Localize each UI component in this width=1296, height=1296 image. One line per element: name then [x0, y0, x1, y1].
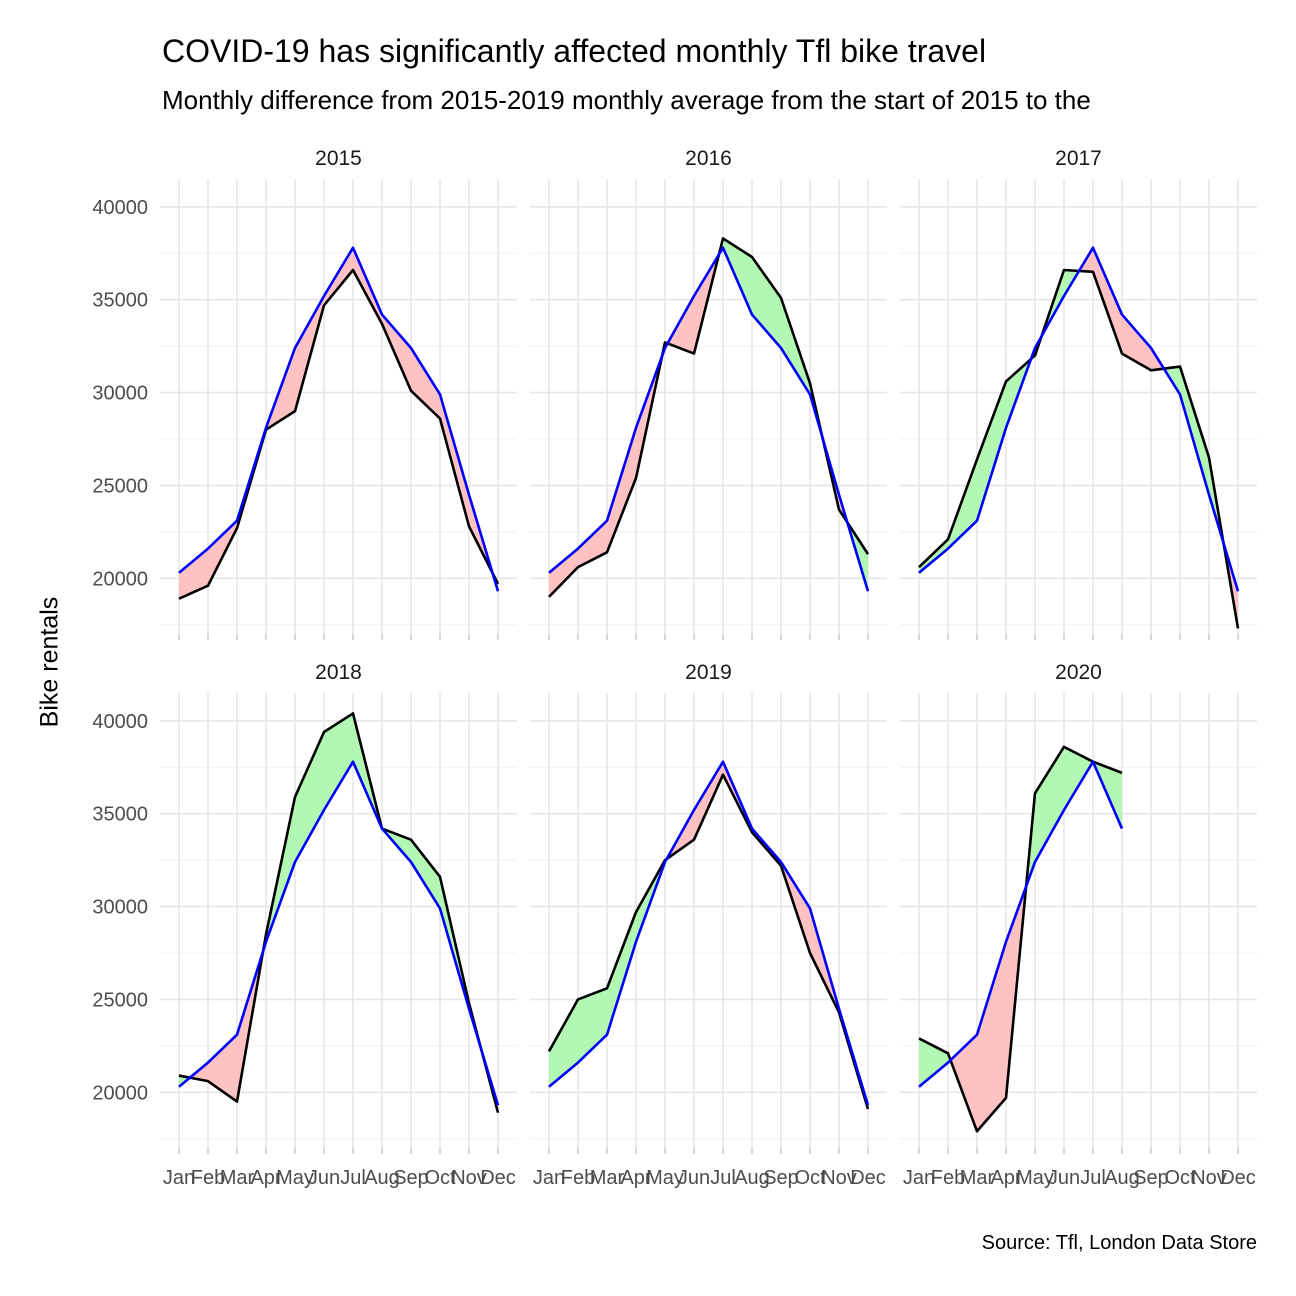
x-tick-label: Nov — [821, 1167, 857, 1189]
x-tick-label: Apr — [620, 1167, 651, 1189]
difference-area — [295, 732, 324, 862]
x-tick-label: Aug — [734, 1167, 770, 1189]
difference-area — [324, 713, 353, 810]
x-tick-label: Mar — [220, 1167, 255, 1189]
difference-area — [977, 941, 1006, 1132]
x-tick-label: Mar — [590, 1167, 625, 1189]
difference-area — [607, 912, 636, 1035]
difference-area — [411, 839, 440, 909]
x-tick-label: Aug — [364, 1167, 400, 1189]
x-tick-label: Sep — [763, 1167, 799, 1189]
y-tick-label: 30000 — [92, 897, 148, 919]
average-line — [548, 760, 870, 1106]
difference-area — [1093, 247, 1122, 354]
x-tick-label: Dec — [1220, 1167, 1256, 1189]
difference-area — [440, 394, 469, 527]
average-line — [178, 246, 500, 592]
chart-caption: Source: Tfl, London Data Store — [981, 1232, 1257, 1254]
difference-area — [950, 1034, 977, 1132]
actual-line-2015 — [178, 268, 500, 600]
y-tick-label: 40000 — [92, 711, 148, 733]
average-line — [178, 760, 500, 1106]
facet-panel-2017: 2017 — [900, 147, 1257, 640]
y-tick-label: 25000 — [92, 475, 148, 497]
difference-area — [578, 988, 607, 1063]
x-tick-label: Feb — [191, 1167, 225, 1189]
average-line — [548, 246, 870, 592]
facet-strip-label: 2017 — [1055, 147, 1102, 170]
y-tick-label: 40000 — [92, 197, 148, 219]
actual-line-2020 — [918, 745, 1123, 1133]
y-tick-label: 25000 — [92, 989, 148, 1011]
difference-area — [1035, 746, 1064, 862]
average-line — [918, 246, 1240, 592]
x-tick-label: Oct — [1164, 1167, 1196, 1189]
difference-area — [977, 381, 1006, 521]
x-tick-label: Feb — [561, 1167, 595, 1189]
x-tick-label: Feb — [931, 1167, 965, 1189]
difference-area — [1180, 366, 1209, 495]
x-tick-label: Oct — [424, 1167, 456, 1189]
x-tick-label: Jul — [710, 1167, 736, 1189]
x-tick-label: Mar — [960, 1167, 995, 1189]
x-tick-label: Jun — [308, 1167, 340, 1189]
x-tick-label: May — [1016, 1167, 1054, 1189]
difference-area — [549, 999, 578, 1087]
actual-line-2019 — [547, 773, 870, 1110]
facet-panel-2015: 2015 20000 25000 30000 35000 40000 — [92, 147, 517, 640]
x-tick-label: Jan — [903, 1167, 935, 1189]
difference-area — [607, 427, 636, 553]
actual-line-2016 — [548, 237, 870, 598]
y-tick-label: 20000 — [92, 1082, 148, 1104]
facet-panel-2018: 2018 20000 25000 30000 35000 40000 JanFebMarAp… — [92, 661, 517, 1189]
x-tick-label: Jan — [163, 1167, 195, 1189]
y-tick-label: 30000 — [92, 383, 148, 405]
x-tick-label: May — [276, 1167, 314, 1189]
difference-area — [411, 348, 440, 419]
chart-subtitle: Monthly difference from 2015-2019 monthl… — [162, 85, 1091, 115]
difference-area — [549, 548, 578, 597]
x-tick-label: Jan — [533, 1167, 565, 1189]
x-tick-label: Jul — [340, 1167, 366, 1189]
facet-strip-label: 2020 — [1055, 661, 1102, 684]
x-tick-label: Apr — [990, 1167, 1021, 1189]
difference-area — [179, 548, 208, 599]
x-tick-label: Sep — [1133, 1167, 1169, 1189]
x-tick-label: Aug — [1104, 1167, 1140, 1189]
chart-title: COVID-19 has significantly affected mont… — [162, 33, 987, 69]
x-tick-label: Apr — [250, 1167, 281, 1189]
x-tick-label: Jul — [1080, 1167, 1106, 1189]
x-tick-label: May — [646, 1167, 684, 1189]
x-tick-label: Nov — [451, 1167, 487, 1189]
difference-area — [694, 761, 723, 840]
x-tick-label: Dec — [850, 1167, 886, 1189]
facet-strip-label: 2016 — [685, 147, 732, 170]
facet-strip-label: 2015 — [315, 147, 362, 170]
x-tick-label: Jun — [1048, 1167, 1080, 1189]
facet-panel-2016: 2016 — [530, 147, 887, 640]
difference-area — [1064, 746, 1093, 810]
x-tick-label: Oct — [794, 1167, 826, 1189]
x-tick-label: Jun — [678, 1167, 710, 1189]
y-tick-label: 35000 — [92, 290, 148, 312]
actual-line-2017 — [918, 268, 1240, 629]
x-tick-label: Dec — [480, 1167, 516, 1189]
y-tick-label: 20000 — [92, 568, 148, 590]
facet-strip-label: 2018 — [315, 661, 362, 684]
difference-area — [752, 257, 781, 348]
x-tick-label: Nov — [1191, 1167, 1227, 1189]
facet-strip-label: 2019 — [685, 661, 732, 684]
x-tick-label: Sep — [393, 1167, 429, 1189]
actual-line-2018 — [178, 712, 500, 1114]
average-line — [918, 760, 1124, 1088]
y-tick-label: 35000 — [92, 804, 148, 826]
